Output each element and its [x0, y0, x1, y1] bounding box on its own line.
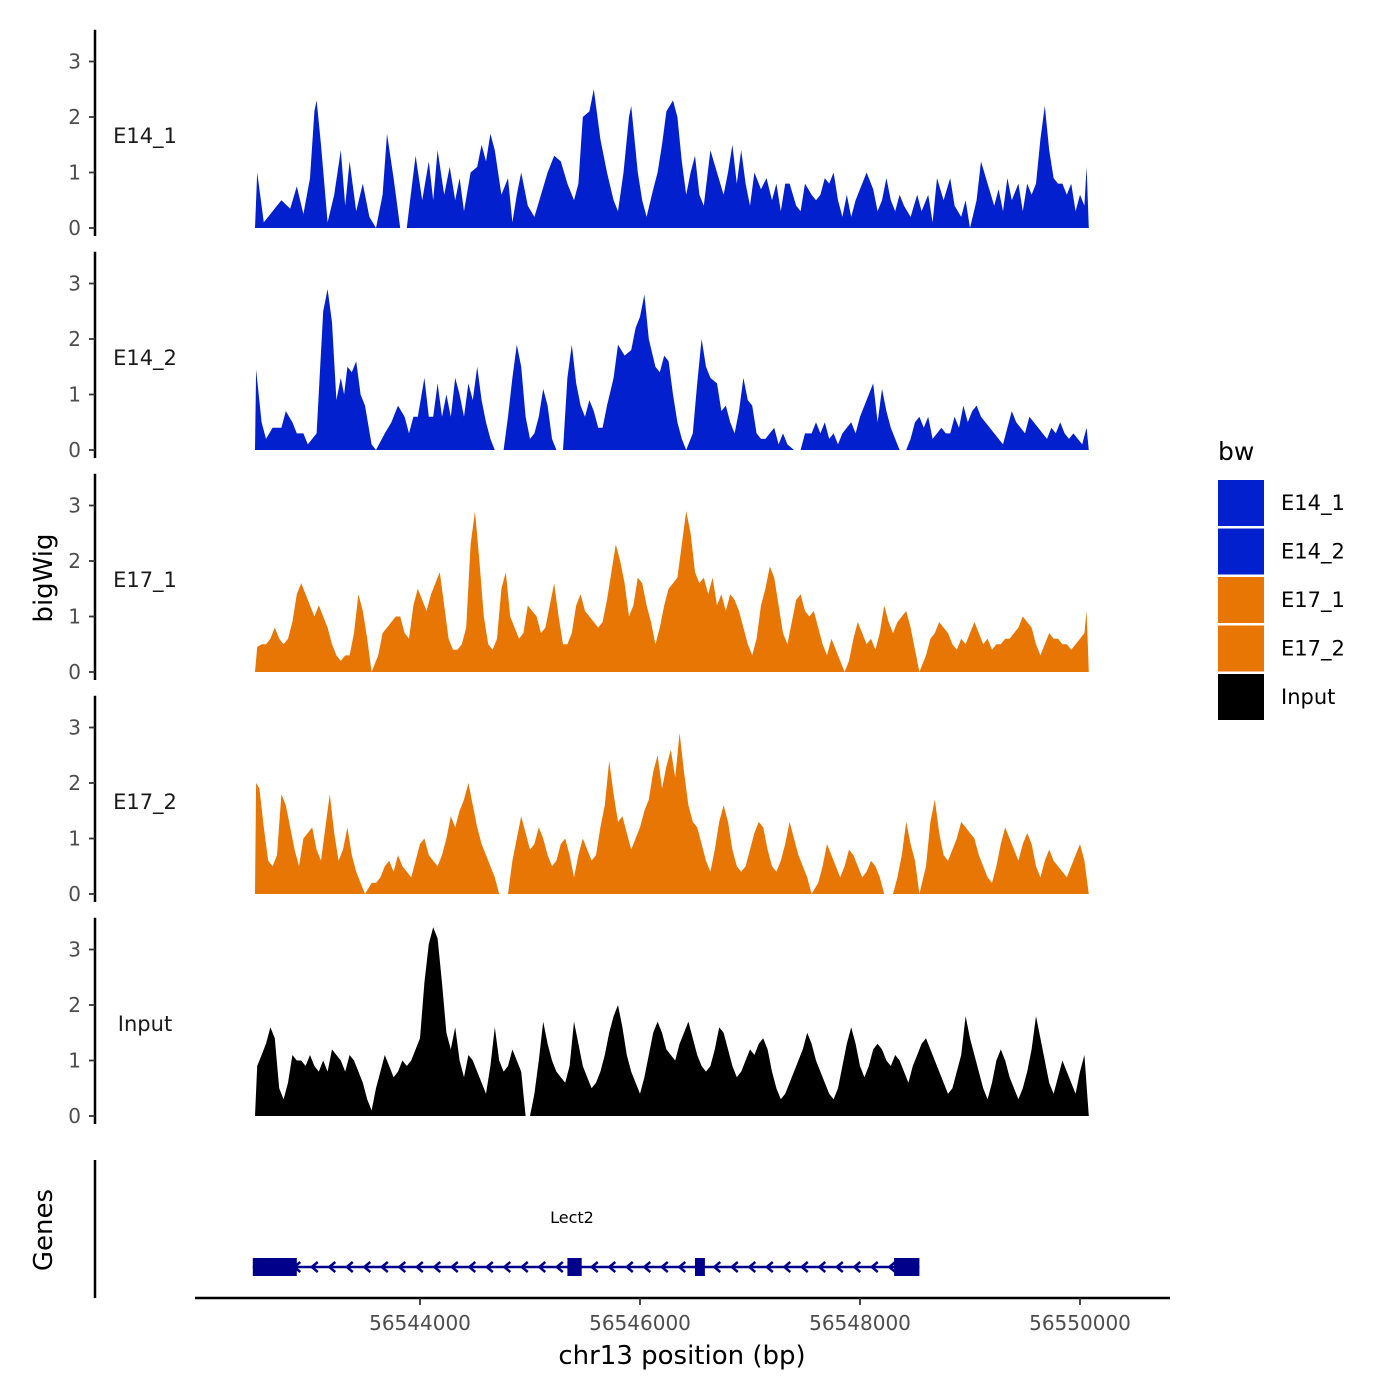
legend-swatch-e14-1: [1218, 480, 1264, 526]
legend-swatch-input: [1218, 674, 1264, 720]
gene-exon: [695, 1258, 705, 1276]
y-tick-label: 2: [68, 993, 81, 1017]
x-axis-title: chr13 position (bp): [558, 1341, 805, 1371]
strand-arrow: [432, 1261, 442, 1273]
strand-arrow: [344, 1261, 354, 1273]
legend-label-e17-2: E17_2: [1281, 637, 1345, 662]
legend-label-input: Input: [1281, 685, 1335, 709]
genes-panel: Lect2: [93, 1160, 920, 1298]
track-label-e17-2: E17_2: [113, 790, 177, 815]
strand-arrow: [624, 1261, 634, 1273]
gene-name-label: Lect2: [550, 1208, 594, 1227]
signal-area-e17-1: [255, 511, 1089, 672]
y-tick-label: 2: [68, 327, 81, 351]
strand-arrow: [782, 1261, 792, 1273]
x-tick-label: 56544000: [369, 1311, 471, 1335]
strand-arrow: [502, 1261, 512, 1273]
x-tick-label: 56550000: [1029, 1311, 1131, 1335]
y-tick-label: 1: [68, 605, 81, 629]
y-tick-label: 1: [68, 1049, 81, 1073]
y-tick-label: 0: [68, 1104, 81, 1128]
gene-exon: [567, 1258, 582, 1276]
strand-arrow: [834, 1261, 844, 1273]
strand-arrow: [642, 1261, 652, 1273]
strand-arrow: [309, 1261, 319, 1273]
y-tick-label: 1: [68, 827, 81, 851]
y-tick-label: 2: [68, 549, 81, 573]
gene-exon: [252, 1258, 297, 1276]
legend: bw E14_1 E14_2 E17_1 E17_2 Input: [1218, 437, 1345, 720]
strand-arrow: [467, 1261, 477, 1273]
strand-arrow: [484, 1261, 494, 1273]
strand-arrow: [887, 1261, 897, 1273]
x-axis: 56544000 56546000 56548000 56550000: [195, 1296, 1170, 1335]
signal-area-e14-1: [255, 89, 1089, 228]
track-e14-1: 0 1 2 3 E14_1: [68, 29, 1089, 240]
legend-label-e14-2: E14_2: [1281, 540, 1345, 565]
strand-arrow: [589, 1261, 599, 1273]
track-e14-2: 0 1 2 3 E14_2: [68, 251, 1089, 462]
y-tick-label: 0: [68, 216, 81, 240]
y-tick-label: 3: [68, 50, 81, 74]
signal-area-e14-2: [255, 289, 1089, 450]
strand-arrow: [379, 1261, 389, 1273]
y-tick-label: 3: [68, 272, 81, 296]
y-tick-label: 3: [68, 938, 81, 962]
track-label-input: Input: [118, 1012, 172, 1036]
strand-arrow: [852, 1261, 862, 1273]
legend-swatch-e14-2: [1218, 528, 1264, 575]
strand-arrow: [519, 1261, 529, 1273]
track-e17-2: 0 1 2 3 E17_2: [68, 695, 1089, 906]
strand-arrow: [729, 1261, 739, 1273]
signal-tracks: 0 1 2 3 E14_1 0 1 2 3 E14_2 0 1 2 3 E17_1 0 1 2 3 E17_2 0 1 2 3…: [68, 29, 1089, 1128]
y-tick-label: 0: [68, 660, 81, 684]
y-tick-label: 3: [68, 494, 81, 518]
y-tick-label: 1: [68, 161, 81, 185]
y-tick-label: 1: [68, 383, 81, 407]
gene-exon: [894, 1258, 920, 1276]
genes-axis-title: Genes: [29, 1189, 59, 1271]
strand-arrow: [607, 1261, 617, 1273]
y-tick-label: 2: [68, 105, 81, 129]
track-label-e14-2: E14_2: [113, 346, 177, 371]
legend-label-e17-1: E17_1: [1281, 588, 1345, 613]
strand-arrow: [764, 1261, 774, 1273]
signal-area-input: [255, 927, 1089, 1116]
strand-arrow: [869, 1261, 879, 1273]
signal-area-e17-2: [255, 733, 1089, 894]
strand-arrow: [449, 1261, 459, 1273]
strand-arrow: [747, 1261, 757, 1273]
strand-arrow: [327, 1261, 337, 1273]
legend-swatch-e17-2: [1218, 625, 1264, 672]
legend-swatch-e17-1: [1218, 577, 1264, 623]
y-tick-label: 0: [68, 438, 81, 462]
strand-arrow: [712, 1261, 722, 1273]
legend-title: bw: [1218, 437, 1254, 466]
strand-arrow: [414, 1261, 424, 1273]
x-tick-label: 56546000: [589, 1311, 691, 1335]
strand-arrow: [677, 1261, 687, 1273]
x-tick-label: 56548000: [809, 1311, 911, 1335]
strand-arrow: [362, 1261, 372, 1273]
strand-arrow: [554, 1261, 564, 1273]
strand-arrow: [817, 1261, 827, 1273]
strand-arrow: [659, 1261, 669, 1273]
track-label-e17-1: E17_1: [113, 568, 177, 593]
y-tick-label: 0: [68, 882, 81, 906]
track-e17-1: 0 1 2 3 E17_1: [68, 473, 1089, 684]
strand-arrow: [537, 1261, 547, 1273]
track-label-e14-1: E14_1: [113, 124, 177, 149]
legend-label-e14-1: E14_1: [1281, 491, 1345, 516]
y-axis-title: bigWig: [29, 533, 59, 622]
y-tick-label: 3: [68, 716, 81, 740]
track-input: 0 1 2 3 Input: [68, 917, 1089, 1128]
strand-arrow: [799, 1261, 809, 1273]
strand-arrow: [397, 1261, 407, 1273]
y-tick-label: 2: [68, 771, 81, 795]
